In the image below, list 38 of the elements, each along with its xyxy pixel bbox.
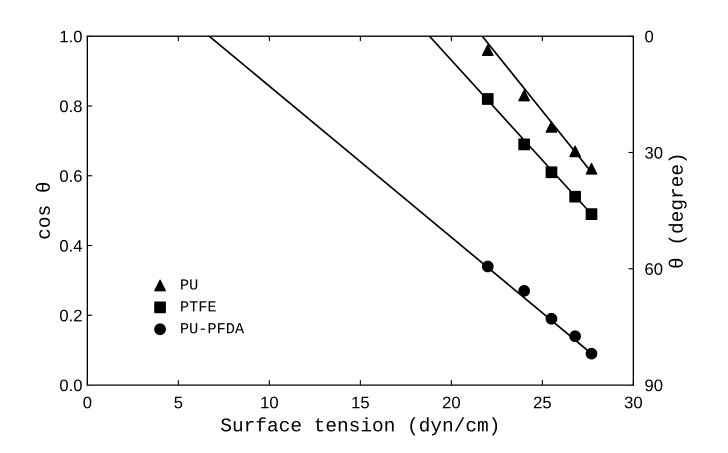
point — [518, 90, 530, 102]
point — [546, 166, 558, 178]
y-tick-label: 1.0 — [60, 30, 82, 42]
y-tick-label: 0.8 — [60, 100, 82, 112]
y2-tick-label: 30 — [645, 146, 662, 159]
x-tick-label: 5 — [174, 396, 182, 408]
point — [586, 162, 598, 175]
legend-label: PU-PFDA — [181, 323, 244, 334]
y2-axis-title: θ (degree) — [668, 156, 687, 268]
point — [546, 121, 558, 133]
x-tick-label: 15 — [352, 396, 369, 408]
point — [482, 93, 494, 105]
y2-tick-label: 0 — [645, 30, 654, 42]
x-axis-title: Surface tension (dyn/cm) — [221, 417, 498, 436]
point — [569, 190, 581, 203]
y2-tick-label: 90 — [645, 379, 662, 392]
point — [569, 330, 581, 342]
point — [586, 348, 598, 360]
y-tick-label: 0.4 — [60, 240, 82, 252]
point — [569, 146, 581, 158]
point — [586, 208, 598, 220]
x-tick-label: 25 — [534, 396, 551, 408]
legend-label: PU — [181, 279, 198, 290]
point — [482, 260, 494, 272]
x-tick-label: 30 — [624, 396, 642, 408]
y-tick-label: 0.2 — [60, 310, 82, 322]
y-tick-label: 0.6 — [60, 170, 82, 182]
y-tick-label: 0.0 — [60, 379, 82, 392]
x-tick-label: 0 — [83, 396, 92, 408]
x-tick-label: 20 — [442, 396, 460, 408]
y2-tick-label: 60 — [645, 263, 662, 275]
x-tick-label: 10 — [261, 396, 278, 408]
point — [518, 138, 530, 150]
point — [482, 44, 494, 56]
y-axis-title: cos θ — [36, 182, 50, 239]
legend-label: PTFE — [181, 301, 216, 312]
point — [518, 285, 530, 297]
point — [546, 312, 558, 325]
